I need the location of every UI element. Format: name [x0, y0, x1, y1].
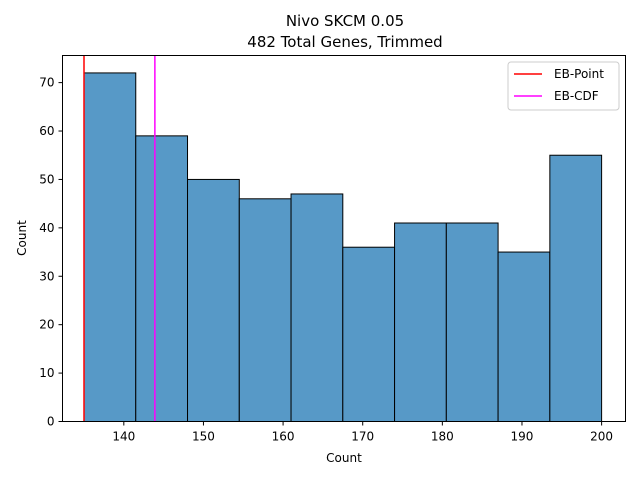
histogram-bar	[238, 198, 292, 422]
x-tick-label: 190	[511, 430, 534, 444]
histogram-bar	[342, 246, 396, 422]
y-axis-label: Count	[15, 220, 29, 256]
histogram-bar	[83, 72, 137, 423]
histogram-bar	[290, 193, 344, 422]
bars-group	[83, 72, 603, 423]
histogram-bar	[445, 222, 499, 422]
y-tick-label: 20	[39, 318, 54, 332]
y-tick-label: 60	[39, 124, 54, 138]
y-tick-label: 70	[39, 76, 54, 90]
y-tick-label: 0	[47, 415, 55, 429]
y-tick-label: 40	[39, 221, 54, 235]
histogram-bar	[187, 178, 240, 422]
x-axis-ticks: 140 150 160 170 180 190 200	[112, 421, 613, 444]
plot-frame	[62, 55, 626, 422]
histogram-bar	[549, 154, 603, 422]
legend-label-eb-cdf: EB-CDF	[554, 89, 599, 103]
x-tick-label: 170	[351, 430, 374, 444]
x-tick-label: 150	[192, 430, 215, 444]
y-tick-label: 30	[39, 269, 54, 283]
y-axis-ticks: 0 10 20 30 40 50 60 70	[39, 76, 63, 429]
x-tick-label: 160	[272, 430, 295, 444]
x-axis-label: Count	[326, 451, 362, 465]
legend: EB-Point EB-CDF	[507, 61, 620, 111]
chart-subtitle: 482 Total Genes, Trimmed	[247, 33, 442, 51]
histogram-bar	[394, 222, 447, 422]
x-tick-label: 200	[590, 430, 613, 444]
legend-label-eb-point: EB-Point	[554, 67, 604, 81]
y-tick-label: 10	[39, 366, 54, 380]
histogram-bar	[135, 135, 189, 422]
chart-title: Nivo SKCM 0.05	[286, 12, 404, 30]
reference-lines-group	[83, 55, 156, 422]
histogram-bar	[497, 251, 551, 422]
x-tick-label: 140	[112, 430, 135, 444]
x-tick-label: 180	[431, 430, 454, 444]
y-tick-label: 50	[39, 172, 54, 186]
